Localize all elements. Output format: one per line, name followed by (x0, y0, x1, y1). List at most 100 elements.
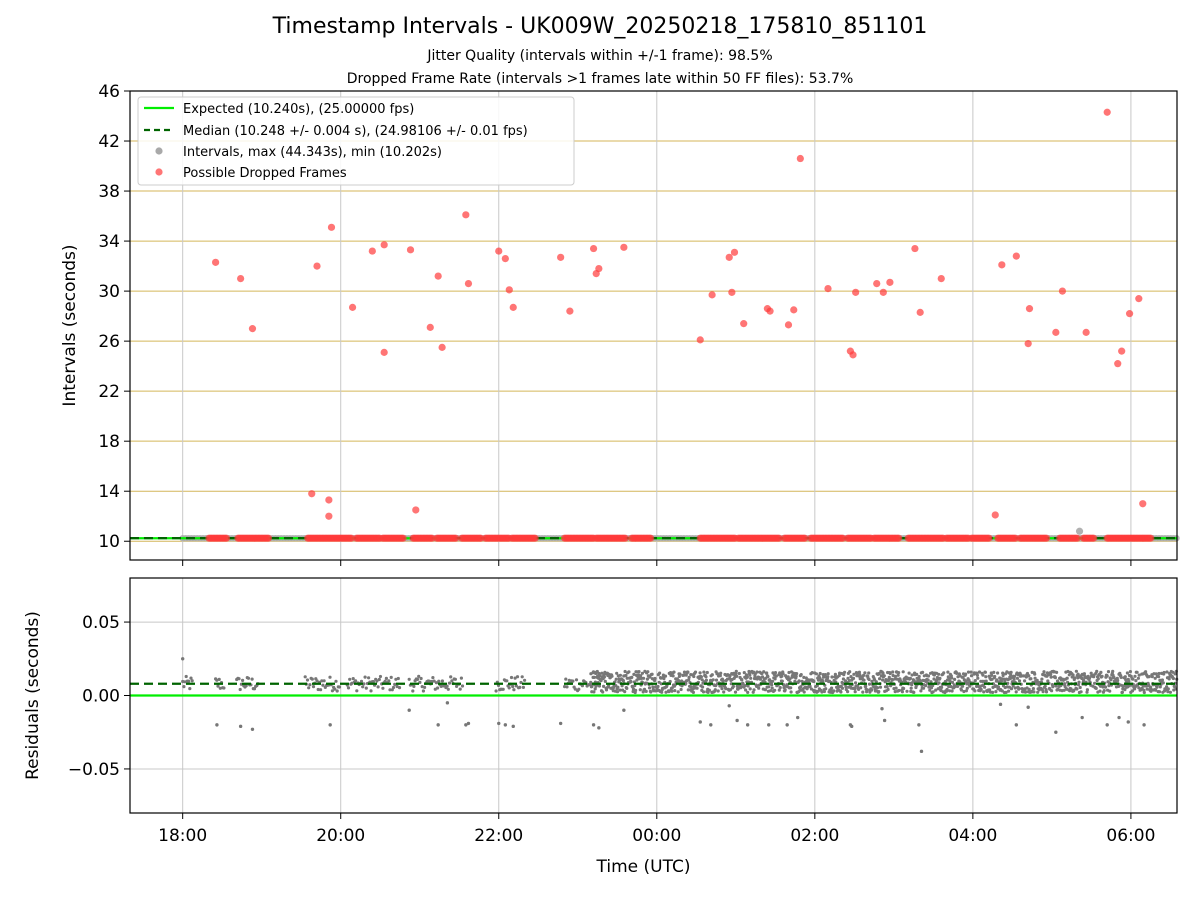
residual-point (1003, 680, 1007, 684)
residual-point (799, 673, 803, 677)
residual-point (580, 684, 585, 688)
residual-point (1007, 689, 1011, 693)
residual-outlier-point (238, 724, 243, 729)
residual-point (1173, 672, 1177, 676)
residual-point (734, 669, 738, 673)
residual-point (959, 688, 964, 692)
residual-point (830, 686, 834, 690)
residual-point (421, 689, 425, 693)
x-tick-label: 00:00 (632, 826, 681, 846)
residual-point (1071, 673, 1075, 677)
residual-point (748, 673, 752, 677)
residual-outlier-point (882, 718, 887, 723)
residual-point (749, 676, 753, 680)
bottom-panel-axes: 0.05 0.00 −0.05 18:00 20:00 22:00 00:00 02:00 04… (23, 577, 1178, 877)
residual-point (415, 677, 420, 682)
residual-point (773, 671, 778, 675)
legend-dropped-label: Possible Dropped Frames (183, 166, 347, 181)
dropped-frame-point (730, 248, 739, 256)
residual-point (780, 679, 784, 683)
residual-point (822, 689, 827, 694)
residual-point (950, 689, 954, 693)
residual-point (768, 689, 773, 693)
residual-point (678, 672, 682, 676)
residual-point (363, 675, 367, 679)
residual-point (1171, 676, 1175, 681)
residual-point (770, 686, 774, 690)
residual-point (969, 670, 973, 674)
residual-point (1128, 670, 1132, 674)
residual-point (1098, 689, 1102, 693)
residual-point (217, 677, 221, 682)
residual-point (1094, 686, 1098, 691)
residual-point (335, 689, 339, 693)
residual-point (660, 690, 664, 694)
residual-point (862, 678, 866, 682)
residual-outlier-point (1105, 723, 1109, 727)
residual-point (857, 670, 862, 674)
residual-point (1124, 678, 1128, 682)
dropped-frame-point (1082, 328, 1090, 336)
residual-point (439, 684, 443, 689)
residual-outlier-point (503, 723, 508, 727)
residual-point (458, 687, 462, 691)
residual-point (1096, 677, 1100, 681)
residual-point (956, 684, 960, 689)
residual-point (1023, 679, 1027, 683)
dropped-frame-point (531, 534, 539, 542)
residual-point (682, 670, 687, 674)
dropped-frame-point (589, 244, 598, 253)
residual-point (351, 677, 355, 681)
residual-point (1055, 670, 1059, 675)
dropped-frame-point (399, 534, 407, 542)
residual-y-axis-label: Residuals (seconds) (23, 611, 43, 780)
residual-point (714, 678, 719, 682)
residual-y-tick-label: −0.05 (68, 760, 120, 780)
residual-point (673, 689, 677, 693)
residual-point (789, 690, 793, 694)
dropped-frame-point (212, 258, 220, 266)
residual-point (910, 673, 914, 677)
residual-point (870, 679, 874, 683)
residual-point (867, 671, 871, 675)
residual-point (707, 688, 712, 692)
dropped-frame-point (434, 272, 442, 280)
residual-point (692, 674, 696, 679)
residual-point (698, 671, 702, 675)
residual-point (881, 678, 885, 682)
dropped-frame-point (1058, 287, 1067, 295)
residual-point (863, 671, 867, 675)
dropped-frame-point (1052, 328, 1060, 336)
residual-point (757, 686, 761, 690)
residual-point (1102, 689, 1106, 693)
dropped-frame-point (696, 336, 704, 344)
dropped-frame-point (911, 244, 919, 253)
residual-point (1085, 688, 1089, 692)
residual-point (1050, 689, 1054, 693)
legend-intervals-swatch (155, 147, 163, 155)
residual-point (950, 680, 955, 685)
residual-point (459, 676, 463, 680)
residual-point (984, 679, 988, 683)
residual-point (1166, 687, 1170, 691)
residual-point (453, 677, 457, 681)
residual-point (814, 672, 819, 676)
residual-point (618, 673, 623, 677)
residual-point (1012, 674, 1017, 679)
y-tick-label: 30 (98, 282, 120, 302)
residual-point (781, 672, 785, 676)
residual-point (1009, 670, 1013, 675)
residual-point (774, 674, 779, 678)
residual-point (520, 675, 524, 679)
residual-point (992, 670, 996, 675)
residual-point (653, 676, 657, 681)
residual-point (1127, 679, 1131, 683)
residual-point (746, 684, 750, 688)
residual-point (859, 686, 863, 690)
residual-point (252, 687, 257, 691)
residual-point (964, 679, 968, 683)
residual-point (710, 673, 714, 677)
residual-point (864, 684, 868, 688)
residual-point (634, 688, 638, 693)
residual-outlier-point (880, 707, 884, 711)
